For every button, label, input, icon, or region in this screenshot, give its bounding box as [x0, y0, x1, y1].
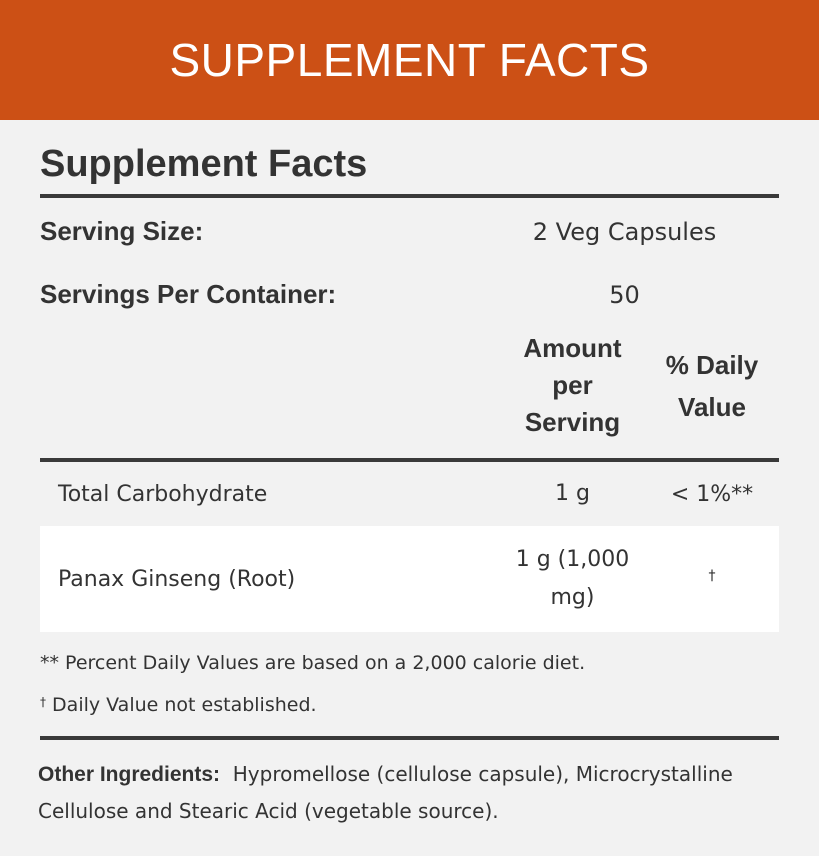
footnote-not-established: † Daily Value not established.	[40, 684, 779, 736]
amount-header-line1: Amount	[523, 333, 622, 363]
nutrient-amount-line1: 1 g (1,000	[515, 547, 630, 572]
servings-per-container-label: Servings Per Container:	[40, 279, 337, 309]
serving-size-row: Serving Size: 2 Veg Capsules	[40, 200, 779, 263]
banner: SUPPLEMENT FACTS	[0, 0, 819, 120]
column-headers: Amount per Serving % Daily Value	[40, 326, 779, 462]
banner-title: SUPPLEMENT FACTS	[169, 34, 650, 86]
daily-value-header: % Daily Value	[645, 326, 779, 458]
panel-heading: Supplement Facts	[40, 120, 779, 198]
table-row: Total Carbohydrate 1 g < 1%**	[40, 462, 779, 526]
dv-header-line2: Value	[678, 392, 746, 422]
other-ingredients-line2: Cellulose and Stearic Acid (vegetable so…	[38, 799, 499, 823]
nutrient-daily-value: †	[645, 567, 779, 592]
footnote-not-established-text: Daily Value not established.	[46, 694, 317, 716]
column-header-spacer	[40, 326, 500, 458]
nutrient-daily-value: < 1%**	[670, 481, 754, 507]
footnote-dagger: †	[40, 695, 46, 709]
nutrient-amount: 1 g	[555, 481, 590, 506]
serving-size-label: Serving Size:	[40, 216, 204, 246]
servings-per-container-value: 50	[609, 280, 640, 309]
amount-header-line3: Serving	[524, 407, 621, 437]
footnote-daily-values: ** Percent Daily Values are based on a 2…	[40, 652, 586, 674]
other-ingredients: Other Ingredients: Hypromellose (cellulo…	[38, 740, 779, 829]
amount-header-line2: per	[552, 370, 593, 400]
servings-per-container-row: Servings Per Container: 50	[40, 263, 779, 326]
nutrient-amount-line2: mg)	[550, 585, 595, 610]
dv-header-line1: % Daily	[665, 350, 759, 380]
serving-size-value: 2 Veg Capsules	[532, 217, 717, 246]
divider	[40, 736, 779, 740]
supplement-facts-panel: Supplement Facts Serving Size: 2 Veg Cap…	[38, 120, 779, 829]
nutrient-name: Panax Ginseng (Root)	[58, 566, 296, 592]
amount-per-serving-header: Amount per Serving	[500, 326, 645, 458]
table-row: Panax Ginseng (Root) 1 g (1,000 mg) †	[40, 526, 779, 632]
dagger-mark: †	[708, 567, 716, 584]
nutrient-name: Total Carbohydrate	[58, 481, 268, 507]
other-ingredients-label: Other Ingredients:	[38, 763, 221, 786]
nutrient-amount: 1 g (1,000 mg)	[500, 541, 645, 617]
other-ingredients-line1: Hypromellose (cellulose capsule), Microc…	[232, 762, 733, 786]
